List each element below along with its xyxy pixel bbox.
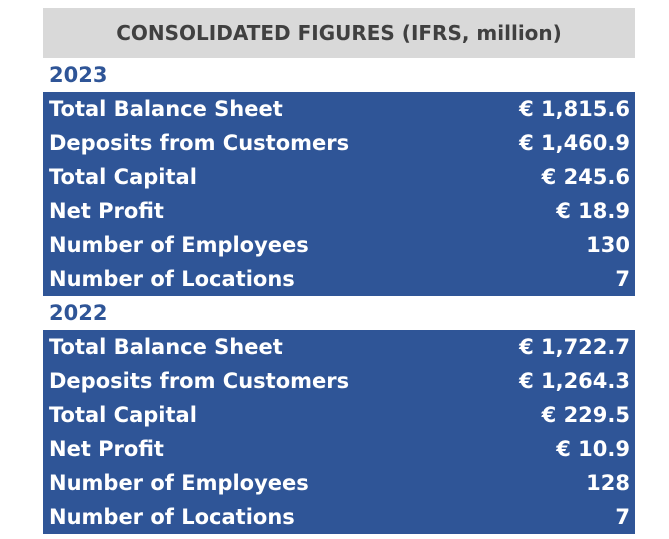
row-value: 130 [586,233,630,257]
row-label: Total Balance Sheet [49,335,283,359]
row-label: Number of Employees [49,233,309,257]
row-label: Total Capital [49,403,197,427]
year-heading-2023: 2023 [43,58,635,92]
table-row: Number of Employees 130 [43,228,635,262]
consolidated-figures-table: CONSOLIDATED FIGURES (IFRS, million) 202… [43,8,635,534]
figures-block-2023: Total Balance Sheet € 1,815.6 Deposits f… [43,92,635,296]
table-row: Total Capital € 229.5 [43,398,635,432]
table-row: Number of Locations 7 [43,500,635,534]
table-title: CONSOLIDATED FIGURES (IFRS, million) [116,21,562,45]
table-row: Deposits from Customers € 1,264.3 [43,364,635,398]
figures-block-2022: Total Balance Sheet € 1,722.7 Deposits f… [43,330,635,534]
table-row: Number of Locations 7 [43,262,635,296]
table-row: Deposits from Customers € 1,460.9 [43,126,635,160]
row-value: 7 [615,505,630,529]
table-row: Total Balance Sheet € 1,815.6 [43,92,635,126]
row-value: € 229.5 [541,403,630,427]
row-value: € 1,460.9 [519,131,630,155]
row-value: € 1,264.3 [519,369,630,393]
row-label: Deposits from Customers [49,369,350,393]
row-label: Total Capital [49,165,197,189]
table-row: Net Profit € 18.9 [43,194,635,228]
row-value: € 10.9 [556,437,630,461]
row-label: Number of Locations [49,505,295,529]
year-label: 2023 [49,63,108,87]
table-row: Total Balance Sheet € 1,722.7 [43,330,635,364]
row-value: 7 [615,267,630,291]
row-label: Total Balance Sheet [49,97,283,121]
row-value: 128 [586,471,630,495]
row-value: € 245.6 [541,165,630,189]
year-label: 2022 [49,301,108,325]
table-row: Total Capital € 245.6 [43,160,635,194]
table-row: Number of Employees 128 [43,466,635,500]
row-label: Number of Locations [49,267,295,291]
row-label: Net Profit [49,199,164,223]
table-header: CONSOLIDATED FIGURES (IFRS, million) [43,8,635,58]
row-value: € 1,815.6 [519,97,630,121]
table-row: Net Profit € 10.9 [43,432,635,466]
year-heading-2022: 2022 [43,296,635,330]
row-label: Net Profit [49,437,164,461]
row-value: € 18.9 [556,199,630,223]
row-label: Number of Employees [49,471,309,495]
row-value: € 1,722.7 [519,335,630,359]
row-label: Deposits from Customers [49,131,350,155]
